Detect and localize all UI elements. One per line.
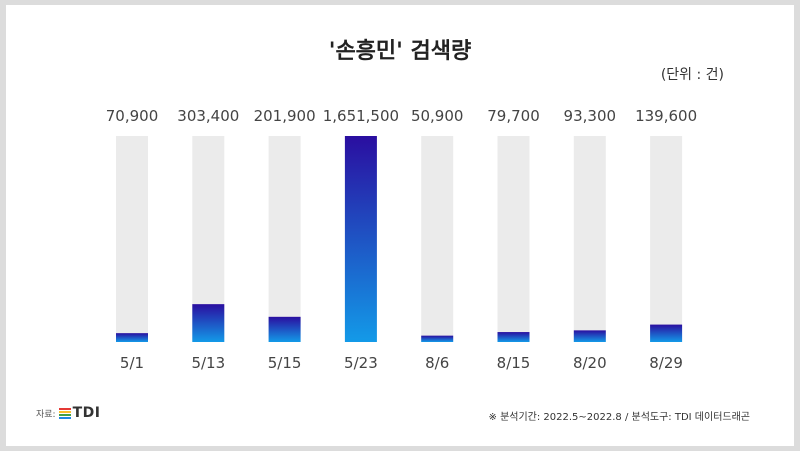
unit-label: (단위 : 건) [660, 67, 724, 83]
value-label: 50,900 [411, 107, 464, 125]
bar-8/15 [497, 332, 530, 342]
chart-title: '손흥민' 검색량 [328, 39, 472, 64]
category-label: 8/15 [497, 354, 531, 372]
bar-5/15 [268, 316, 301, 342]
value-label: 70,900 [106, 107, 159, 125]
bar-track [268, 136, 301, 342]
bar-8/6 [421, 335, 454, 342]
bar-5/23 [344, 136, 377, 342]
bar-8/20 [573, 330, 606, 342]
category-label: 8/20 [573, 354, 607, 372]
tdi-logo: TDI [58, 405, 101, 421]
bar-track [650, 136, 683, 342]
category-label: 5/13 [191, 354, 225, 372]
bar-8/29 [650, 324, 683, 342]
bar-track [421, 136, 454, 342]
bar-track [497, 136, 530, 342]
category-label: 8/29 [649, 354, 683, 372]
logo-text: TDI [72, 405, 101, 421]
bar-track [116, 136, 148, 342]
bar-5/1 [116, 333, 148, 342]
source-credit: 자료: TDI [36, 405, 100, 421]
value-label: 139,600 [635, 107, 697, 125]
value-label: 201,900 [254, 107, 316, 125]
value-label: 93,300 [564, 107, 617, 125]
bar-track [573, 136, 606, 342]
analysis-footnote: ※ 분석기간: 2022.5~2022.8 / 분석도구: TDI 데이터드래곤 [488, 412, 750, 423]
bar-5/13 [192, 304, 225, 342]
value-label: 1,651,500 [323, 107, 399, 125]
category-label: 8/6 [425, 354, 449, 372]
category-label: 5/15 [268, 354, 302, 372]
source-prefix: 자료: [36, 409, 56, 420]
logo-stripes-icon [58, 407, 71, 419]
value-label: 303,400 [177, 107, 239, 125]
category-label: 5/23 [344, 354, 378, 372]
category-label: 5/1 [120, 354, 144, 372]
value-label: 79,700 [487, 107, 540, 125]
